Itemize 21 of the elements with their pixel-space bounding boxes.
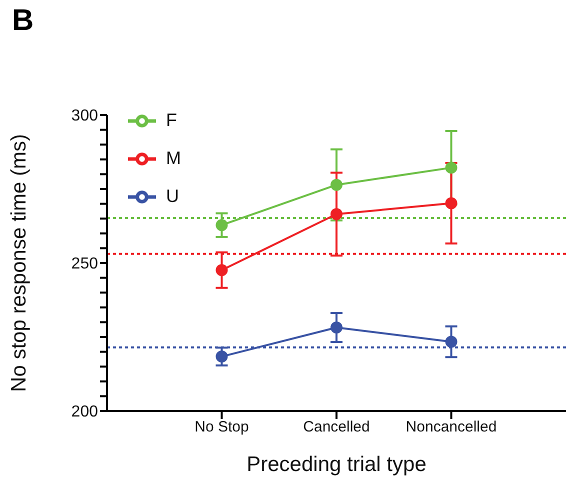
- y-axis-title: No stop response time (ms): [7, 134, 30, 392]
- legend-label: M: [166, 148, 181, 168]
- point: [216, 219, 228, 232]
- point: [216, 264, 228, 276]
- point: [216, 350, 228, 363]
- point: [445, 197, 458, 210]
- chart-title: B: [12, 4, 34, 38]
- legend-label: U: [166, 186, 179, 206]
- point: [330, 178, 342, 191]
- x-tick-label: No Stop: [194, 418, 249, 436]
- point: [445, 162, 458, 174]
- point: [330, 208, 342, 220]
- y-tick-label: 200: [71, 404, 98, 421]
- x-tick-label: Cancelled: [303, 418, 370, 436]
- point: [445, 336, 458, 348]
- x-tick-label: Noncancelled: [406, 418, 497, 436]
- point: [330, 322, 342, 334]
- y-tick-label: 300: [71, 108, 98, 125]
- legend-label: F: [166, 110, 177, 130]
- y-tick-label: 250: [71, 256, 98, 273]
- x-axis-title: Preceding trial type: [246, 453, 426, 476]
